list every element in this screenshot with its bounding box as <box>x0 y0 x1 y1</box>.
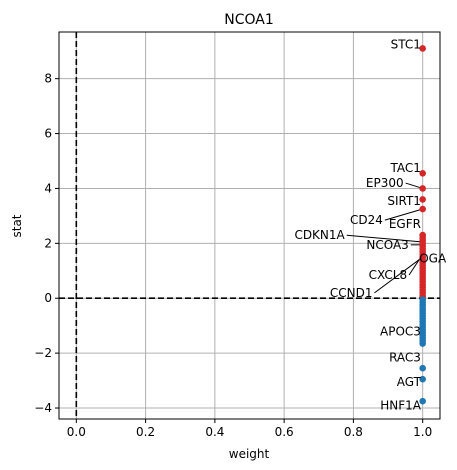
point-label: RAC3 <box>389 350 421 364</box>
plot-frame <box>58 31 441 420</box>
data-point <box>419 375 426 383</box>
data-points <box>419 45 426 405</box>
point-label: SIRT1 <box>387 194 421 208</box>
y-tick-label: 2 <box>44 236 52 250</box>
point-label: EGFR <box>389 217 421 231</box>
annotation-leader-line <box>374 256 423 294</box>
point-label: OGA <box>419 252 447 266</box>
annotation-leader-line <box>384 208 423 221</box>
data-point <box>419 170 426 177</box>
point-label: STC1 <box>391 37 421 51</box>
data-point <box>419 205 426 213</box>
x-tick-label: 0.4 <box>205 425 224 439</box>
x-axis-label: weight <box>229 447 270 461</box>
point-label: NCOA3 <box>366 238 408 252</box>
data-point <box>419 364 426 372</box>
data-point <box>419 340 426 347</box>
y-axis-ticks: −4 −2 0 2 4 6 8 <box>34 72 59 415</box>
y-tick-label: 8 <box>44 72 52 86</box>
data-point <box>419 45 426 52</box>
y-axis-label: stat <box>10 214 24 237</box>
y-tick-label: 6 <box>44 127 52 141</box>
annotation-leader-line <box>346 234 423 243</box>
y-tick-label: −4 <box>34 401 52 415</box>
point-label: EP300 <box>366 176 404 190</box>
point-label: TAC1 <box>390 161 421 175</box>
data-point <box>419 196 426 203</box>
x-tick-label: 1.0 <box>413 425 432 439</box>
y-tick-label: 4 <box>44 181 52 195</box>
chart-title: NCOA1 <box>224 12 274 28</box>
x-tick-label: 0.0 <box>67 425 86 439</box>
data-point <box>419 185 426 192</box>
data-point <box>419 397 426 405</box>
point-label: CD24 <box>350 213 383 227</box>
point-label: HNF1A <box>380 398 422 412</box>
x-tick-label: 0.6 <box>275 425 294 439</box>
x-axis-ticks: 0.0 0.2 0.4 0.6 0.8 1.0 <box>67 419 432 439</box>
point-label: AGT <box>397 375 422 389</box>
x-tick-label: 0.8 <box>344 425 363 439</box>
y-tick-label: 0 <box>44 291 52 305</box>
y-tick-label: −2 <box>34 346 52 360</box>
point-label: CXCL8 <box>369 268 407 282</box>
reference-lines <box>59 32 440 419</box>
x-tick-label: 0.2 <box>136 425 155 439</box>
point-label: APOC3 <box>380 324 421 338</box>
point-label: CDKN1A <box>294 228 345 242</box>
point-label: CCND1 <box>330 286 373 300</box>
